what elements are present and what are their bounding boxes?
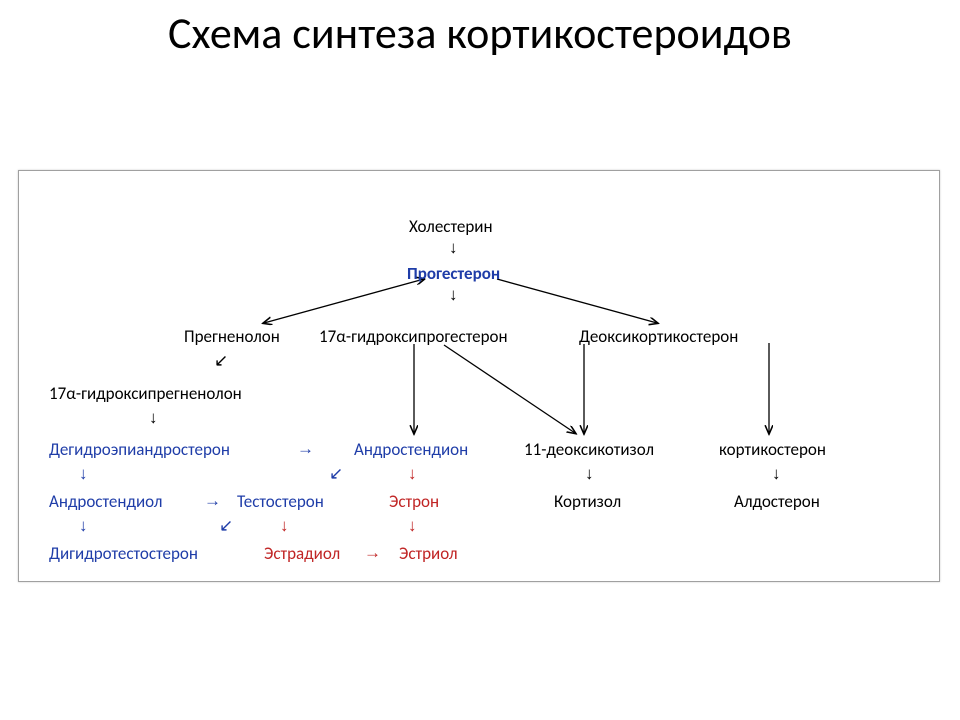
node-prog: Прогестерон <box>407 263 500 284</box>
arrow-glyph-1: ↓ <box>449 285 458 305</box>
node-17ohpn: 17α-гидроксипрегненолон <box>49 383 242 404</box>
slide-title: Схема синтеза кортикостероидов <box>0 8 960 59</box>
node-doc: Деоксикортикостерон <box>579 326 738 347</box>
arrow-glyph-13: ↓ <box>280 516 289 536</box>
arrow-glyph-5: ↓ <box>79 464 88 484</box>
arrow-glyph-7: ↓ <box>408 464 417 484</box>
node-estrad: Эстрадиол <box>264 543 340 564</box>
arrow-glyph-2: ↙ <box>214 351 228 371</box>
arrow-glyph-3: ↓ <box>149 408 158 428</box>
node-testo: Тестостерон <box>237 491 324 512</box>
node-dht: Дигидротестостерон <box>49 543 198 564</box>
diagram-panel: Холестерин Прогестерон Прегненолон 17α-гидр… <box>18 170 940 582</box>
arrow-glyph-4: → <box>297 439 314 459</box>
arrow-line-1 <box>497 279 657 323</box>
arrow-glyph-12: ↙ <box>219 516 233 536</box>
arrow-glyph-8: ↓ <box>585 464 594 484</box>
node-anediol: Андростендиол <box>49 491 162 512</box>
arrow-glyph-9: ↓ <box>772 464 781 484</box>
node-estriol: Эстриол <box>399 543 458 564</box>
slide: Схема синтеза кортикостероидов Холестери… <box>0 0 960 720</box>
arrow-glyph-0: ↓ <box>449 238 458 258</box>
arrow-line-4 <box>444 345 575 433</box>
node-estrone: Эстрон <box>389 491 439 512</box>
node-cortco: кортикостерон <box>719 439 826 460</box>
arrow-glyph-15: → <box>364 543 381 563</box>
node-deoxyc: 11-деоксикотизол <box>524 439 654 460</box>
arrow-glyph-11: ↓ <box>79 516 88 536</box>
node-cortis: Кортизол <box>554 491 621 512</box>
node-dhea: Дегидроэпиандростерон <box>49 439 230 460</box>
node-preg: Прегненолон <box>184 326 280 347</box>
arrow-glyph-14: ↓ <box>408 516 417 536</box>
node-anedion: Андростендион <box>354 439 468 460</box>
node-17ohp: 17α-гидроксипрогестерон <box>319 326 508 347</box>
arrow-glyph-10: → <box>204 491 221 511</box>
arrow-glyph-6: ↙ <box>329 464 343 484</box>
arrow-line-0 <box>264 279 424 323</box>
node-chol: Холестерин <box>409 216 493 237</box>
node-aldo: Алдостерон <box>734 491 820 512</box>
